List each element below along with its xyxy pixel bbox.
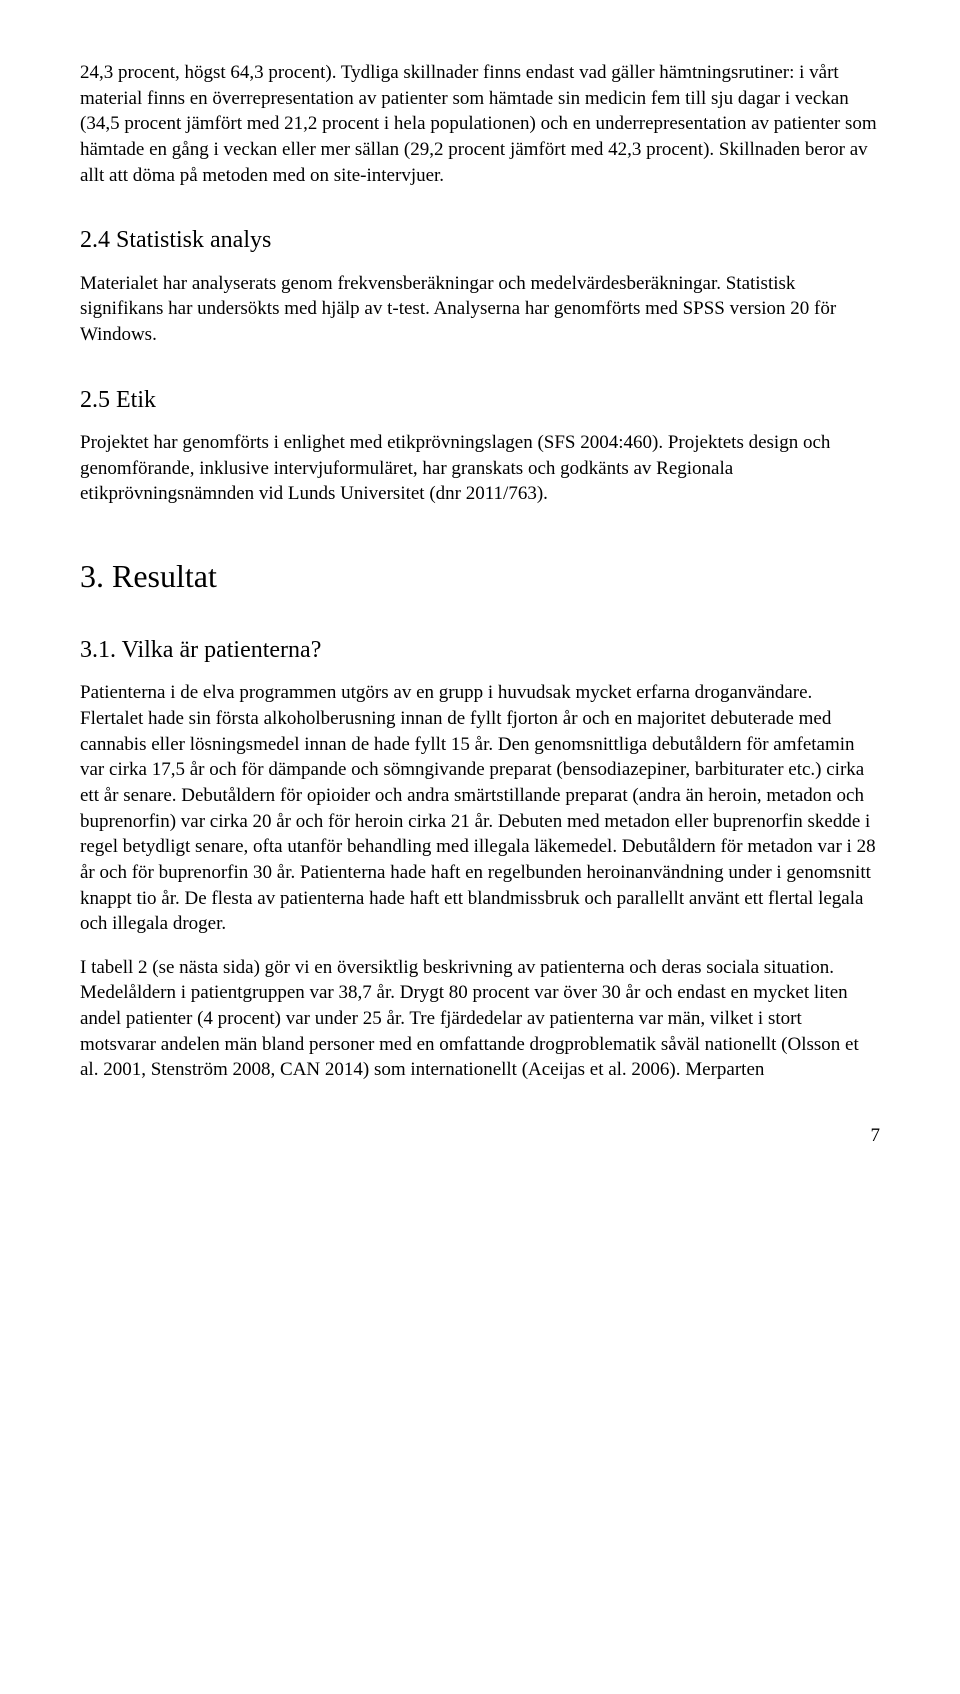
body-paragraph: 24,3 procent, högst 64,3 procent). Tydli… [80,60,880,188]
body-paragraph: Projektet har genomförts i enlighet med … [80,430,880,507]
heading-3-1-vilka-ar-patienterna: 3.1. Vilka är patienterna? [80,634,880,666]
heading-2-5-etik: 2.5 Etik [80,384,880,416]
body-paragraph: Materialet har analyserats genom frekven… [80,271,880,348]
page-number: 7 [80,1123,880,1149]
body-paragraph: Patienterna i de elva programmen utgörs … [80,680,880,936]
heading-3-resultat: 3. Resultat [80,555,880,598]
body-paragraph: I tabell 2 (se nästa sida) gör vi en öve… [80,955,880,1083]
heading-2-4-statistisk-analys: 2.4 Statistisk analys [80,224,880,256]
